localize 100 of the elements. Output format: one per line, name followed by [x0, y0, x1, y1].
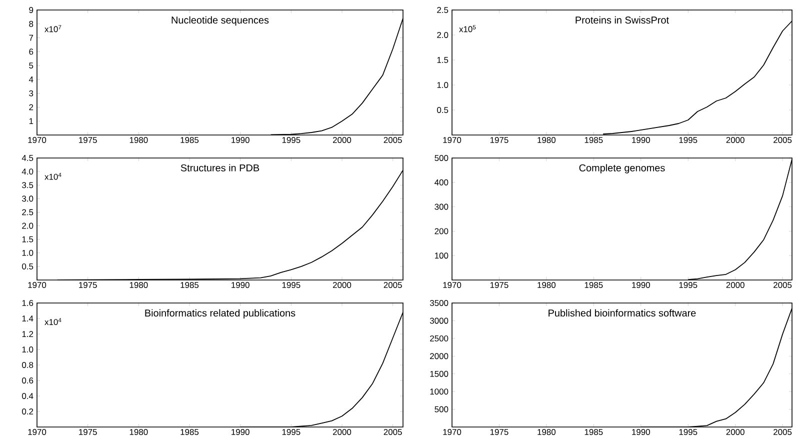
y-tick-label: 4 [28, 76, 34, 82]
x-tick-label: 2000 [726, 429, 744, 436]
text: Complete genomes [579, 164, 665, 174]
y-tick-label: 3500 [430, 300, 448, 306]
x-tick-label: 1975 [79, 429, 97, 436]
x-tick-label: 1975 [79, 282, 97, 288]
y-tick-label: 300 [434, 204, 448, 210]
x-tick-label: 1990 [632, 137, 650, 144]
x-tick-label: 1985 [180, 429, 199, 436]
y-tick-label: 9 [29, 7, 34, 13]
y-tick-label: 0.4 [22, 393, 34, 399]
y-tick-label: 2.5 [22, 209, 34, 216]
y-tick-label: 1.5 [22, 236, 34, 242]
y-tick-label: 1.5 [437, 57, 448, 63]
x-tick-label: 2005 [384, 137, 402, 144]
x-tick-label: 1970 [28, 137, 46, 144]
x-tick-label: 2000 [726, 282, 744, 288]
x-tick-label: 2005 [774, 282, 792, 288]
x-tick-label: 1995 [282, 429, 300, 436]
y-tick-label: 2.0 [437, 32, 448, 38]
x-tick-label: 1985 [180, 282, 199, 288]
y-tick-label: 500 [434, 155, 448, 161]
y-tick-label: 6 [29, 48, 34, 55]
annotation: x10$^{7}$ [44, 25, 62, 32]
y-tick-label: 2000 [430, 353, 448, 360]
x-tick-label: 1980 [130, 429, 148, 436]
x-tick-label: 1985 [584, 429, 603, 436]
y-tick-label: 0.2 [22, 408, 34, 414]
x-tick-label: 1990 [232, 282, 250, 288]
y-tick-label: 1.0 [22, 250, 34, 256]
y-tick-label: 400 [434, 179, 448, 186]
x-tick-label: 1980 [130, 137, 148, 144]
y-tick-label: 1 [29, 118, 34, 124]
x-tick-label: 1975 [490, 429, 508, 436]
y-tick-label: 8 [29, 20, 34, 27]
chart-title: Published bioinformatics software [548, 309, 696, 317]
chart-title: Proteins in SwissProt [576, 16, 669, 24]
x-tick-label: 1990 [232, 429, 250, 436]
x-tick-label: 1970 [28, 282, 46, 288]
annotation: x10$^{4}$ [44, 172, 62, 180]
x-tick-label: 2000 [333, 282, 352, 288]
y-tick-label: 3 [29, 90, 34, 96]
x-tick-label: 2005 [774, 429, 792, 436]
y-tick-label: 1.0 [22, 346, 34, 352]
x-tick-label: 1975 [490, 137, 508, 144]
x-tick-label: 1970 [443, 137, 462, 144]
y-tick-label: 500 [434, 406, 448, 412]
x-tick-label: 1985 [584, 137, 603, 144]
x-tick-label: 2000 [726, 137, 744, 144]
x-tick-label: 1990 [632, 429, 650, 436]
x-tick-label: 1995 [679, 137, 698, 144]
y-tick-label: 0.5 [437, 107, 448, 113]
y-tick-label: 3.0 [22, 196, 34, 202]
x-tick-label: 1980 [538, 282, 556, 288]
y-tick-label: 2500 [430, 335, 448, 342]
y-tick-label: 1.2 [22, 331, 34, 337]
x-tick-label: 2000 [333, 429, 352, 436]
x-tick-label: 1970 [443, 429, 462, 436]
x-tick-label: 1995 [679, 429, 698, 436]
text: Nucleotide sequences [172, 16, 269, 26]
y-tick-label: 0.5 [22, 263, 34, 270]
x-tick-label: 1990 [232, 137, 250, 144]
x-tick-label: 1980 [130, 282, 148, 288]
x-tick-label: 1980 [538, 429, 556, 436]
x-tick-label: 2005 [774, 137, 792, 144]
y-tick-label: 100 [434, 252, 448, 259]
y-tick-label: 0.6 [22, 378, 34, 384]
x-tick-label: 1975 [490, 282, 508, 288]
x-tick-label: 1980 [538, 137, 556, 144]
annotation: x10$^{5}$ [459, 25, 476, 32]
y-tick-label: 4.0 [22, 168, 34, 175]
y-tick-label: 1.4 [22, 316, 34, 322]
x-tick-label: 2005 [384, 282, 402, 288]
y-tick-label: 3000 [430, 318, 448, 324]
text: Bioinformatics related publications [145, 309, 296, 319]
y-tick-label: 200 [434, 228, 448, 234]
x-tick-label: 2000 [333, 137, 352, 144]
y-tick-label: 0.8 [22, 362, 34, 368]
y-tick-label: 1.0 [437, 82, 448, 88]
x-tick-label: 1995 [282, 137, 300, 144]
y-tick-label: 1.6 [22, 300, 34, 306]
x-tick-label: 1970 [443, 282, 462, 288]
y-tick-label: 1000 [430, 388, 448, 395]
y-tick-label: 7 [29, 34, 34, 41]
x-tick-label: 1995 [679, 282, 698, 288]
y-tick-label: 4.5 [22, 155, 34, 161]
chart-title: Structures in PDB [180, 164, 260, 172]
y-tick-label: 3.5 [22, 182, 34, 188]
x-tick-label: 1975 [79, 137, 97, 144]
x-tick-label: 1995 [282, 282, 300, 288]
y-tick-label: 1500 [430, 370, 448, 377]
annotation: x10$^{4}$ [44, 318, 62, 326]
y-tick-label: 2.5 [437, 7, 448, 13]
x-tick-label: 1970 [28, 429, 46, 436]
y-tick-label: 5 [29, 62, 34, 69]
x-tick-label: 1985 [584, 282, 603, 288]
x-tick-label: 2005 [384, 429, 402, 436]
y-tick-label: 2 [29, 104, 34, 110]
x-tick-label: 1985 [180, 137, 199, 144]
x-tick-label: 1990 [632, 282, 650, 288]
